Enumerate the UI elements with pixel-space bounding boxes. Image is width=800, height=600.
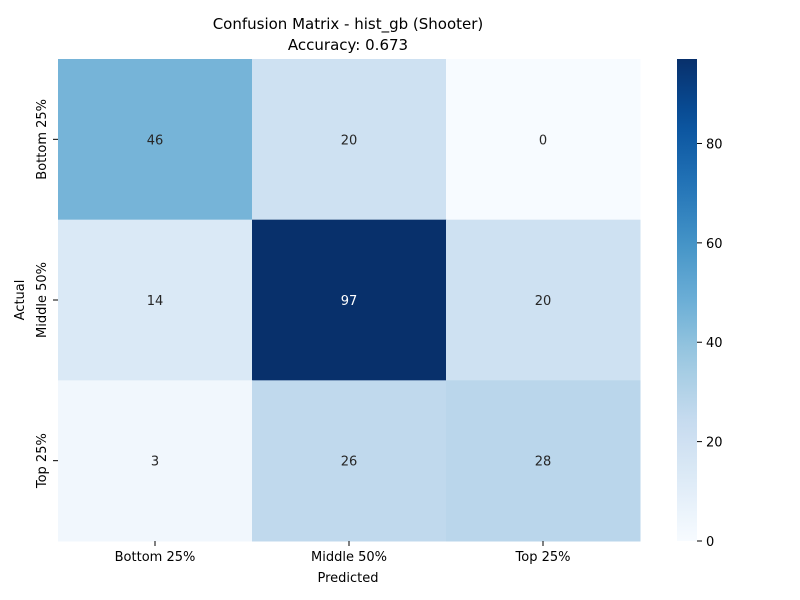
heatmap-cell (446, 380, 641, 542)
heatmap-cell (58, 380, 253, 542)
x-tick-label: Top 25% (515, 550, 571, 565)
colorbar-tick-label: 20 (706, 436, 723, 451)
heatmap-cell (252, 380, 447, 542)
cell-value-label: 46 (147, 133, 164, 148)
colorbar-ticks: 0 20 40 60 80 (697, 137, 723, 550)
y-tick-label: Top 25% (35, 433, 50, 489)
chart-title: Confusion Matrix - hist_gb (Shooter) (213, 15, 484, 34)
heatmap-cell (252, 219, 447, 381)
heatmap-cell-labels: 46 20 0 14 97 20 3 26 28 (147, 133, 552, 469)
x-tick-label: Bottom 25% (115, 550, 196, 565)
x-axis-ticks: Bottom 25% Middle 50% Top 25% (115, 541, 571, 565)
y-axis-ticks: Bottom 25% Middle 50% Top 25% (35, 99, 58, 489)
cell-value-label: 28 (535, 455, 552, 470)
colorbar-tick-label: 80 (706, 137, 723, 152)
y-axis-label: Actual (13, 280, 28, 321)
heatmap-cell (252, 59, 447, 221)
colorbar-tick-label: 60 (706, 237, 723, 252)
heatmap-cells (58, 59, 641, 542)
heatmap-cell (446, 219, 641, 381)
cell-value-label: 26 (341, 455, 358, 470)
cell-value-label: 20 (341, 133, 358, 148)
y-tick-label: Bottom 25% (35, 99, 50, 180)
x-axis-label: Predicted (317, 571, 378, 586)
cell-value-label: 20 (535, 294, 552, 309)
colorbar-tick-label: 40 (706, 336, 723, 351)
x-tick-label: Middle 50% (311, 550, 387, 565)
y-tick-label: Middle 50% (35, 262, 50, 338)
cell-value-label: 97 (341, 294, 358, 309)
heatmap-cell (446, 59, 641, 221)
cell-value-label: 14 (147, 294, 164, 309)
colorbar (677, 59, 697, 541)
cell-value-label: 0 (539, 133, 547, 148)
heatmap-cell (58, 219, 253, 381)
chart-subtitle: Accuracy: 0.673 (288, 36, 408, 54)
colorbar-tick-label: 0 (706, 535, 714, 550)
heatmap-cell (58, 59, 253, 221)
cell-value-label: 3 (151, 455, 159, 470)
